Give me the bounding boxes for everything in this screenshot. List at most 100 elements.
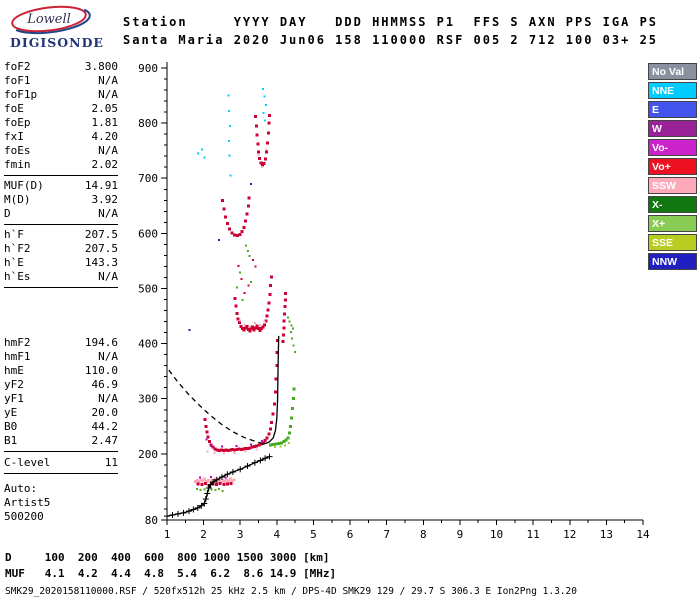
legend-item-SSW: SSW [648, 177, 697, 194]
plot-axes [166, 62, 643, 521]
line-true-height-profile-plus [164, 453, 273, 520]
x-tick-label: 4 [274, 528, 281, 541]
param-row-hEs: h`Es N/A [4, 270, 118, 284]
line-fitted-trace-solid [261, 335, 280, 446]
param-label: B1 [4, 434, 18, 447]
param-label: Artist5 [4, 496, 51, 509]
param-label: h`F2 [4, 242, 31, 255]
param-separator [4, 175, 118, 176]
y-tick-label: 600 [138, 227, 158, 240]
logo-swoosh-blue [15, 8, 91, 35]
x-tick-label: 5 [310, 528, 317, 541]
param-row-hE: h`E 143.3 [4, 256, 118, 270]
param-row-500200: 500200 [4, 510, 118, 524]
legend-item-X-: X- [648, 196, 697, 213]
logo-subtitle: DIGISONDE [10, 35, 104, 50]
param-value: N/A [98, 207, 118, 220]
param-row-B1: B1 2.47 [4, 434, 118, 448]
legend-item-NNE: NNE [648, 82, 697, 99]
param-row-yF1: yF1 N/A [4, 392, 118, 406]
series-es-layer-magenta [199, 476, 227, 479]
y-axis-ticks: 80 200 300 400 500 600 700 800 900 [138, 62, 167, 527]
param-value: 3.800 [84, 60, 118, 73]
param-value: N/A [98, 392, 118, 405]
param-label: 500200 [4, 510, 44, 523]
x-tick-label: 1 [164, 528, 171, 541]
y-tick-label: 80 [145, 514, 158, 527]
x-tick-label: 13 [600, 528, 613, 541]
series-noise-cyan [197, 87, 267, 177]
series-f-trace-2nd-order-red [233, 275, 288, 343]
legend-item-X+: X+ [648, 215, 697, 232]
x-tick-label: 12 [563, 528, 576, 541]
x-axis-ticks: 1 2 3 4 5 6 7 8 9 10 11 12 13 14 [164, 520, 650, 541]
param-label: fxI [4, 130, 24, 143]
param-label: foF1 [4, 74, 31, 87]
param-value: 11 [104, 456, 118, 469]
series-noise-blue [188, 182, 253, 331]
param-label: yF1 [4, 392, 24, 405]
param-row-foF1: foF1 N/A [4, 74, 118, 88]
param-label: h`F [4, 228, 24, 241]
param-row-hmF1: hmF1 N/A [4, 350, 118, 364]
parameter-panel: foF2 3.800 foF1 N/A foF1p N/A foE 2.05 foEp 1.81 f… [4, 60, 118, 524]
series-f-trace-3rd-order-green [245, 244, 251, 257]
param-row-foEs: foEs N/A [4, 144, 118, 158]
series-f-trace-1st-order-red [203, 338, 280, 452]
param-value: N/A [98, 350, 118, 363]
y-tick-label: 700 [138, 172, 158, 185]
param-row-hF: h`F 207.5 [4, 228, 118, 242]
legend-item-W: W [648, 120, 697, 137]
param-row-hmF2: hmF2 194.6 [4, 336, 118, 350]
param-row-foE: foE 2.05 [4, 102, 118, 116]
logo-title: Lowell [26, 12, 71, 27]
series-x-trace-2nd-order-green [286, 316, 297, 353]
param-label: hmE [4, 364, 24, 377]
param-label: h`E [4, 256, 24, 269]
header-station-line: Station YYYY DAY DDD HHMMSS P1 FFS S AXN… [123, 15, 659, 29]
param-row-Clevel: C-level 11 [4, 456, 118, 470]
legend-item-Vo-: Vo- [648, 139, 697, 156]
series-f-trace-2nd-order-pink [239, 319, 266, 328]
param-row-MD: M(D) 3.92 [4, 193, 118, 207]
param-label: hmF2 [4, 336, 31, 349]
param-value: 2.47 [91, 434, 119, 447]
param-label: Auto: [4, 482, 38, 495]
param-value: 20.0 [91, 406, 119, 419]
param-row-yF2: yF2 46.9 [4, 378, 118, 392]
param-separator [4, 287, 118, 288]
param-value: N/A [98, 74, 118, 87]
param-value: 143.3 [84, 256, 118, 269]
param-value: 4.20 [91, 130, 119, 143]
legend-item-NoVal: No Val [648, 63, 697, 80]
param-row-fmin: fmin 2.02 [4, 158, 118, 172]
param-label: foF1p [4, 88, 38, 101]
param-value: 1.81 [91, 116, 119, 129]
x-tick-label: 11 [527, 528, 540, 541]
param-label: C-level [4, 456, 51, 469]
param-separator [4, 451, 118, 452]
param-value: 207.5 [84, 242, 118, 255]
x-tick-label: 3 [237, 528, 244, 541]
param-label: yE [4, 406, 18, 419]
x-tick-label: 9 [457, 528, 464, 541]
param-label: foEp [4, 116, 31, 129]
header-values-line: Santa Maria 2020 Jun06 158 110000 RSF 00… [123, 33, 659, 47]
line-extrapolated-profile-dashed [168, 369, 263, 445]
param-row-Auto: Auto: [4, 482, 118, 496]
param-group-2: h`F 207.5 h`F2 207.5 h`E 143.3 h`Es N/A [4, 228, 118, 284]
param-separator [4, 473, 118, 474]
param-row-B0: B0 44.2 [4, 420, 118, 434]
param-row-Artist5: Artist5 [4, 496, 118, 510]
param-label: foEs [4, 144, 31, 157]
series-f-trace-1st-order-magenta [205, 438, 264, 448]
legend-item-Vo+: Vo+ [648, 158, 697, 175]
param-value: N/A [98, 144, 118, 157]
series-x-trace-1st-order-green [268, 387, 296, 447]
param-label: hmF1 [4, 350, 31, 363]
param-row-foF2: foF2 3.800 [4, 60, 118, 74]
series-f-trace-4th-order-red [254, 113, 271, 167]
series-f-trace-3rd-order-red [221, 196, 251, 238]
param-row-D: D N/A [4, 207, 118, 221]
